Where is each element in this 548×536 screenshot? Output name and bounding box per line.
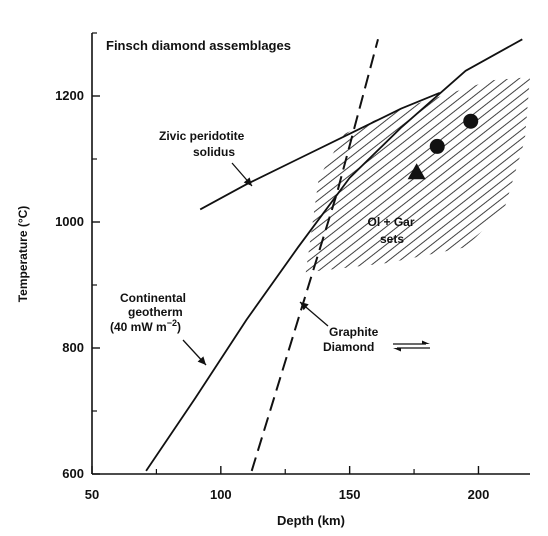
y-tick-label: 800 <box>62 340 84 355</box>
annotation-pointers <box>182 162 430 366</box>
sets-label-line1: Ol + Gar <box>367 215 414 229</box>
y-tick-label: 1200 <box>55 88 84 103</box>
x-tick-label: 50 <box>85 487 99 502</box>
sets-label-line2: sets <box>380 232 404 246</box>
geotherm-line <box>145 38 523 472</box>
phase-label-line2: Diamond <box>323 340 374 354</box>
y-axis-label: Temperature (°C) <box>16 206 30 303</box>
x-tick-label: 150 <box>339 487 361 502</box>
y-tick-label: 600 <box>62 466 84 481</box>
y-tick-label: 1000 <box>55 214 84 229</box>
series-layer <box>145 38 523 472</box>
x-tick-label: 200 <box>468 487 490 502</box>
data-point-triangle <box>407 163 426 180</box>
solidus-label-line1: Zivic peridotite <box>159 129 245 143</box>
geotherm-label-line1: Continental <box>120 291 186 305</box>
chart-title: Finsch diamond assemblages <box>106 38 291 53</box>
geotherm-label-main: (40 mW m <box>110 320 167 334</box>
equilibrium-arrow-forward-head <box>422 340 430 344</box>
geotherm-label-line3: (40 mW m−2) <box>110 318 181 334</box>
geotherm-pointer-head <box>197 356 206 365</box>
geotherm-label-close: ) <box>177 320 181 334</box>
axes: 50 100 150 200 600 800 1000 1200 <box>55 32 530 502</box>
solidus-label-line2: solidus <box>193 145 235 159</box>
equilibrium-arrow-back-head <box>393 348 401 352</box>
data-point-circle <box>429 138 445 154</box>
phase-label-line1: Graphite <box>329 325 379 339</box>
graphite-diamond-pointer-head <box>300 302 309 311</box>
solidus-line <box>199 91 441 211</box>
data-point-circle <box>463 113 479 129</box>
graphite-diamond-line <box>250 39 379 472</box>
geotherm-label-line2: geotherm <box>128 305 183 319</box>
x-axis-label: Depth (km) <box>277 513 345 528</box>
marker-layer <box>407 113 479 180</box>
solidus-pointer-head <box>243 177 252 186</box>
x-tick-label: 100 <box>210 487 232 502</box>
geotherm-label-sup: −2 <box>167 318 177 328</box>
